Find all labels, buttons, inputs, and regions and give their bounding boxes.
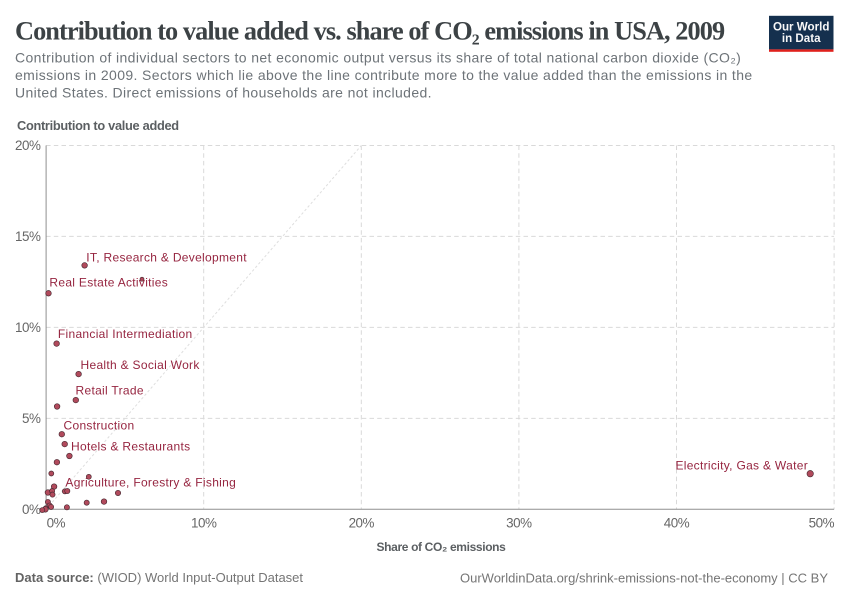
svg-text:50%: 50% (809, 516, 835, 531)
svg-text:Electricity, Gas & Water: Electricity, Gas & Water (675, 459, 808, 473)
svg-text:0%: 0% (47, 516, 66, 531)
svg-text:5%: 5% (22, 411, 41, 426)
svg-text:15%: 15% (15, 229, 41, 244)
svg-text:Our World: Our World (773, 20, 829, 33)
svg-text:0%: 0% (22, 502, 41, 517)
svg-text:30%: 30% (506, 516, 532, 531)
svg-text:Financial Intermediation: Financial Intermediation (58, 327, 193, 341)
svg-text:Construction: Construction (64, 418, 135, 432)
svg-text:40%: 40% (664, 516, 690, 531)
svg-text:10%: 10% (191, 516, 217, 531)
svg-text:Share of CO₂ emissions: Share of CO₂ emissions (376, 540, 506, 554)
svg-text:United States. Direct emission: United States. Direct emissions of house… (15, 84, 432, 100)
svg-text:Agriculture, Forestry & Fishin: Agriculture, Forestry & Fishing (65, 475, 236, 489)
svg-text:Retail Trade: Retail Trade (76, 384, 144, 398)
svg-text:Contribution of individual sec: Contribution of individual sectors to ne… (15, 50, 741, 66)
svg-text:Hotels & Restaurants: Hotels & Restaurants (71, 439, 190, 453)
svg-text:Contribution to value added: Contribution to value added (17, 118, 179, 133)
svg-text:20%: 20% (15, 138, 41, 153)
svg-text:10%: 10% (15, 320, 41, 335)
svg-text:in Data: in Data (782, 32, 821, 45)
svg-text:IT, Research & Development: IT, Research & Development (86, 251, 247, 265)
svg-text:Real Estate Activities: Real Estate Activities (49, 276, 168, 290)
svg-text:OurWorldinData.org/shrink-emis: OurWorldinData.org/shrink-emissions-not-… (460, 571, 828, 586)
svg-text:emissions in 2009. Sectors whi: emissions in 2009. Sectors which lie abo… (15, 67, 753, 83)
svg-text:Data source: (WIOD) World Inpu: Data source: (WIOD) World Input-Output D… (15, 570, 303, 585)
svg-text:Health & Social Work: Health & Social Work (81, 358, 201, 372)
svg-text:20%: 20% (349, 516, 375, 531)
svg-text:Contribution to value added vs: Contribution to value added vs. share of… (15, 17, 725, 46)
